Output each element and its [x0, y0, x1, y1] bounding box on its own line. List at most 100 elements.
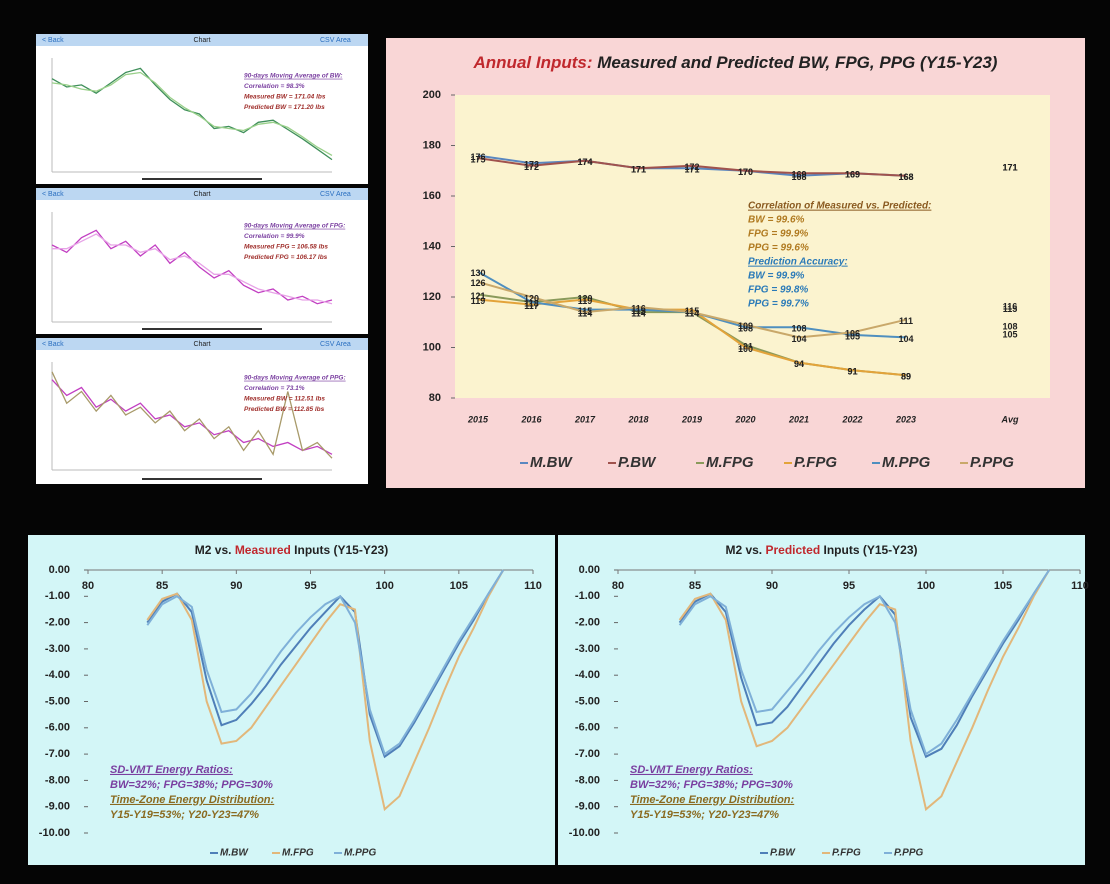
- x-tick-label: Avg: [1000, 414, 1019, 424]
- data-label: 89: [901, 372, 911, 382]
- data-label: 168: [898, 172, 913, 182]
- data-label: 117: [524, 301, 539, 311]
- data-label: 91: [847, 367, 857, 377]
- annotation: 90-days Moving Average of PPG:: [244, 375, 346, 382]
- y-tick-label: -1.00: [45, 590, 70, 602]
- series-line: [477, 280, 907, 339]
- y-tick-label: 120: [423, 291, 441, 303]
- nav-bar: [36, 338, 368, 350]
- nav-bar: [36, 34, 368, 46]
- y-tick-label: -5.00: [575, 695, 600, 707]
- y-tick-label: -10.00: [39, 827, 70, 839]
- data-label: 170: [738, 167, 753, 177]
- annotation: Correlation = 98.3%: [244, 83, 305, 90]
- title-part: Annual Inputs:: [473, 53, 593, 72]
- data-label: 120: [524, 293, 539, 303]
- data-label: 170: [738, 167, 753, 177]
- y-tick-label: 200: [423, 89, 441, 101]
- annotation: Time-Zone Energy Distribution:: [110, 794, 275, 806]
- data-label: 114: [685, 309, 700, 319]
- x-tick-label: 90: [766, 580, 778, 592]
- x-tick-label: 2021: [788, 414, 809, 424]
- annotation: Correlation = 73.1%: [244, 385, 305, 392]
- avg-label: 171: [1002, 163, 1017, 173]
- x-tick-label: 2017: [574, 414, 596, 424]
- data-label: 100: [738, 344, 753, 354]
- legend-label: P.PPG: [894, 848, 923, 859]
- nav-text[interactable]: CSV Area: [320, 191, 351, 198]
- data-label: 114: [578, 309, 593, 319]
- nav-text[interactable]: CSV Area: [320, 37, 351, 44]
- annotation: Predicted BW = 112.85 lbs: [244, 406, 325, 413]
- data-label: 94: [794, 359, 804, 369]
- y-tick-label: 160: [423, 190, 441, 202]
- legend-label: P.FPG: [794, 454, 837, 471]
- data-label: 169: [845, 170, 860, 180]
- data-label: 168: [791, 172, 806, 182]
- data-label: 114: [685, 309, 700, 319]
- y-tick-label: -7.00: [575, 748, 600, 760]
- data-label: 171: [631, 165, 646, 175]
- y-tick-label: -9.00: [45, 801, 70, 813]
- annotation: BW=32%; FPG=38%; PPG=30%: [630, 779, 793, 791]
- panel: [558, 535, 1085, 865]
- panel: [36, 338, 368, 484]
- avg-label: 105: [1002, 329, 1017, 339]
- title-part: M2 vs.: [195, 543, 235, 557]
- legend-label: M.FPG: [706, 454, 754, 471]
- data-label: 114: [685, 309, 700, 319]
- y-tick-label: 80: [429, 392, 441, 404]
- annotation: Prediction Accuracy:: [748, 257, 848, 268]
- series-line: [51, 71, 333, 156]
- annotation: Predicted FPG = 106.17 lbs: [244, 254, 328, 261]
- data-label: 111: [899, 316, 913, 326]
- data-label: 176: [470, 152, 485, 162]
- x-tick-label: 95: [843, 580, 855, 592]
- series-line: [146, 569, 505, 812]
- data-label: 174: [577, 157, 592, 167]
- data-label: 108: [791, 324, 806, 334]
- y-tick-label: -6.00: [575, 722, 600, 734]
- x-tick-label: 100: [917, 580, 935, 592]
- panel: [36, 188, 368, 334]
- y-tick-label: -8.00: [45, 774, 70, 786]
- x-tick-label: 2019: [681, 414, 702, 424]
- avg-label: 116: [1003, 301, 1018, 311]
- y-tick-label: -9.00: [575, 801, 600, 813]
- data-label: 171: [631, 165, 646, 175]
- nav-text[interactable]: CSV Area: [320, 341, 351, 348]
- series-line: [678, 569, 1051, 812]
- avg-label: 115: [1003, 304, 1018, 314]
- data-label: 169: [845, 170, 860, 180]
- annotation: Measured BW = 171.04 lbs: [244, 94, 326, 101]
- data-label: 94: [794, 359, 804, 369]
- y-tick-label: -4.00: [45, 669, 70, 681]
- data-label: 89: [901, 372, 911, 382]
- annotation: FPG = 99.9%: [748, 229, 808, 240]
- data-label: 169: [791, 170, 806, 180]
- x-tick-label: 90: [230, 580, 242, 592]
- scroll-bar: [142, 178, 262, 180]
- series-line: [52, 233, 333, 305]
- nav-text: Chart: [193, 191, 210, 198]
- nav-text[interactable]: < Back: [42, 37, 64, 44]
- data-label: 91: [847, 367, 857, 377]
- annotation: PPG = 99.7%: [748, 299, 809, 310]
- data-label: 126: [470, 278, 485, 288]
- data-label: 116: [631, 303, 646, 313]
- legend-label: M.FPG: [282, 848, 314, 859]
- x-tick-label: 105: [994, 580, 1012, 592]
- chart-title: M2 vs. Predicted Inputs (Y15-Y23): [725, 543, 917, 557]
- annotation: BW = 99.6%: [748, 215, 805, 226]
- data-label: 108: [738, 324, 753, 334]
- series-line: [51, 371, 333, 459]
- annotation: SD-VMT Energy Ratios:: [630, 764, 753, 776]
- nav-text[interactable]: < Back: [42, 191, 64, 198]
- title-part: M2 vs.: [725, 543, 765, 557]
- avg-label: 171: [1002, 163, 1017, 173]
- y-tick-label: -3.00: [575, 643, 600, 655]
- y-tick-label: -1.00: [575, 590, 600, 602]
- nav-text[interactable]: < Back: [42, 341, 64, 348]
- annotation: Predicted BW = 171.20 lbs: [244, 104, 325, 111]
